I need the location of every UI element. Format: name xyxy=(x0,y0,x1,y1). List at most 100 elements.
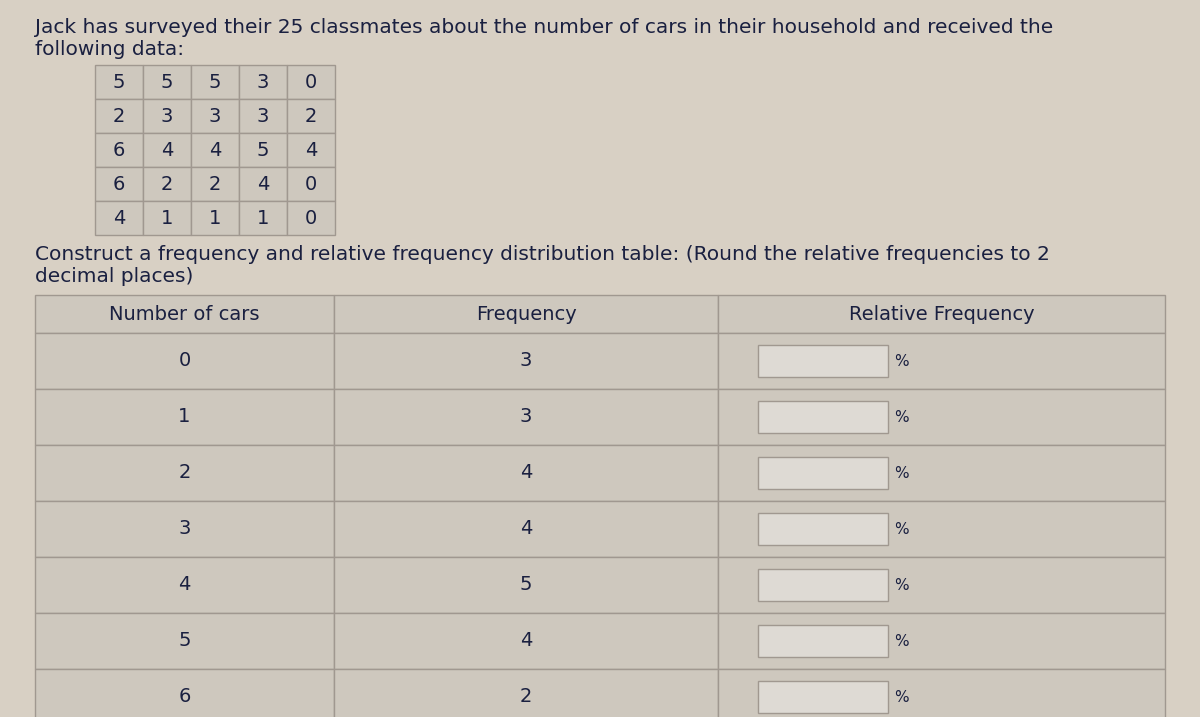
Text: %: % xyxy=(894,465,908,480)
Bar xyxy=(95,99,143,133)
Text: 5: 5 xyxy=(179,632,191,650)
Bar xyxy=(334,501,718,557)
Bar xyxy=(758,569,888,601)
Bar xyxy=(191,133,239,167)
Bar xyxy=(287,133,335,167)
Bar xyxy=(35,445,334,501)
Bar xyxy=(334,295,718,333)
Text: Number of cars: Number of cars xyxy=(109,305,259,323)
Text: 3: 3 xyxy=(257,72,269,92)
Text: 4: 4 xyxy=(305,141,317,159)
Bar xyxy=(758,401,888,433)
Text: 5: 5 xyxy=(209,72,221,92)
Bar xyxy=(718,295,1165,333)
Bar xyxy=(239,167,287,201)
Text: 5: 5 xyxy=(520,576,533,594)
Bar xyxy=(239,65,287,99)
Text: 5: 5 xyxy=(257,141,269,159)
Text: 1: 1 xyxy=(209,209,221,227)
Text: 3: 3 xyxy=(209,107,221,125)
Text: 5: 5 xyxy=(161,72,173,92)
Text: %: % xyxy=(894,353,908,369)
Bar xyxy=(718,613,1165,669)
Text: Construct a frequency and relative frequency distribution table: (Round the rela: Construct a frequency and relative frequ… xyxy=(35,245,1050,264)
Bar xyxy=(758,513,888,545)
Bar xyxy=(334,333,718,389)
Text: 4: 4 xyxy=(520,632,532,650)
Bar xyxy=(758,681,888,713)
Text: 0: 0 xyxy=(305,174,317,194)
Text: Jack has surveyed their 25 classmates about the number of cars in their househol: Jack has surveyed their 25 classmates ab… xyxy=(35,18,1054,37)
Text: %: % xyxy=(894,690,908,705)
Text: 4: 4 xyxy=(113,209,125,227)
Text: 6: 6 xyxy=(179,688,191,706)
Text: 5: 5 xyxy=(113,72,125,92)
Bar xyxy=(718,445,1165,501)
Text: 4: 4 xyxy=(257,174,269,194)
Text: 2: 2 xyxy=(305,107,317,125)
Bar xyxy=(239,201,287,235)
Bar xyxy=(35,669,334,717)
Bar xyxy=(191,201,239,235)
Bar xyxy=(718,333,1165,389)
Text: 3: 3 xyxy=(520,351,532,371)
Bar xyxy=(35,295,334,333)
Text: 3: 3 xyxy=(257,107,269,125)
Bar xyxy=(95,167,143,201)
Bar xyxy=(334,669,718,717)
Text: 2: 2 xyxy=(520,688,532,706)
Bar xyxy=(35,557,334,613)
Text: 0: 0 xyxy=(305,209,317,227)
Text: following data:: following data: xyxy=(35,40,184,59)
Bar xyxy=(35,333,334,389)
Bar xyxy=(287,201,335,235)
Text: %: % xyxy=(894,521,908,536)
Text: Relative Frequency: Relative Frequency xyxy=(848,305,1034,323)
Bar xyxy=(143,99,191,133)
Bar xyxy=(191,99,239,133)
Bar xyxy=(718,389,1165,445)
Bar xyxy=(191,65,239,99)
Text: %: % xyxy=(894,634,908,648)
Bar xyxy=(143,167,191,201)
Bar xyxy=(95,201,143,235)
Text: 0: 0 xyxy=(305,72,317,92)
Text: 3: 3 xyxy=(179,520,191,538)
Bar xyxy=(718,669,1165,717)
Bar xyxy=(334,557,718,613)
Text: Frequency: Frequency xyxy=(475,305,576,323)
Text: 1: 1 xyxy=(179,407,191,427)
Bar xyxy=(758,457,888,489)
Bar xyxy=(35,501,334,557)
Text: 1: 1 xyxy=(161,209,173,227)
Bar xyxy=(287,99,335,133)
Text: 0: 0 xyxy=(179,351,191,371)
Bar xyxy=(758,625,888,657)
Bar xyxy=(334,389,718,445)
Text: 4: 4 xyxy=(209,141,221,159)
Bar xyxy=(334,445,718,501)
Text: 1: 1 xyxy=(257,209,269,227)
Text: 4: 4 xyxy=(161,141,173,159)
Bar xyxy=(718,557,1165,613)
Text: 3: 3 xyxy=(161,107,173,125)
Text: 4: 4 xyxy=(520,520,532,538)
Bar xyxy=(35,613,334,669)
Text: %: % xyxy=(894,577,908,592)
Bar xyxy=(239,99,287,133)
Bar xyxy=(334,613,718,669)
Bar xyxy=(95,133,143,167)
Text: 4: 4 xyxy=(520,463,532,483)
Bar xyxy=(758,345,888,377)
Text: decimal places): decimal places) xyxy=(35,267,193,286)
Bar xyxy=(143,133,191,167)
Text: 2: 2 xyxy=(209,174,221,194)
Bar xyxy=(287,167,335,201)
Bar xyxy=(143,65,191,99)
Bar xyxy=(35,389,334,445)
Bar xyxy=(143,201,191,235)
Text: 6: 6 xyxy=(113,174,125,194)
Text: 2: 2 xyxy=(113,107,125,125)
Text: %: % xyxy=(894,409,908,424)
Text: 2: 2 xyxy=(179,463,191,483)
